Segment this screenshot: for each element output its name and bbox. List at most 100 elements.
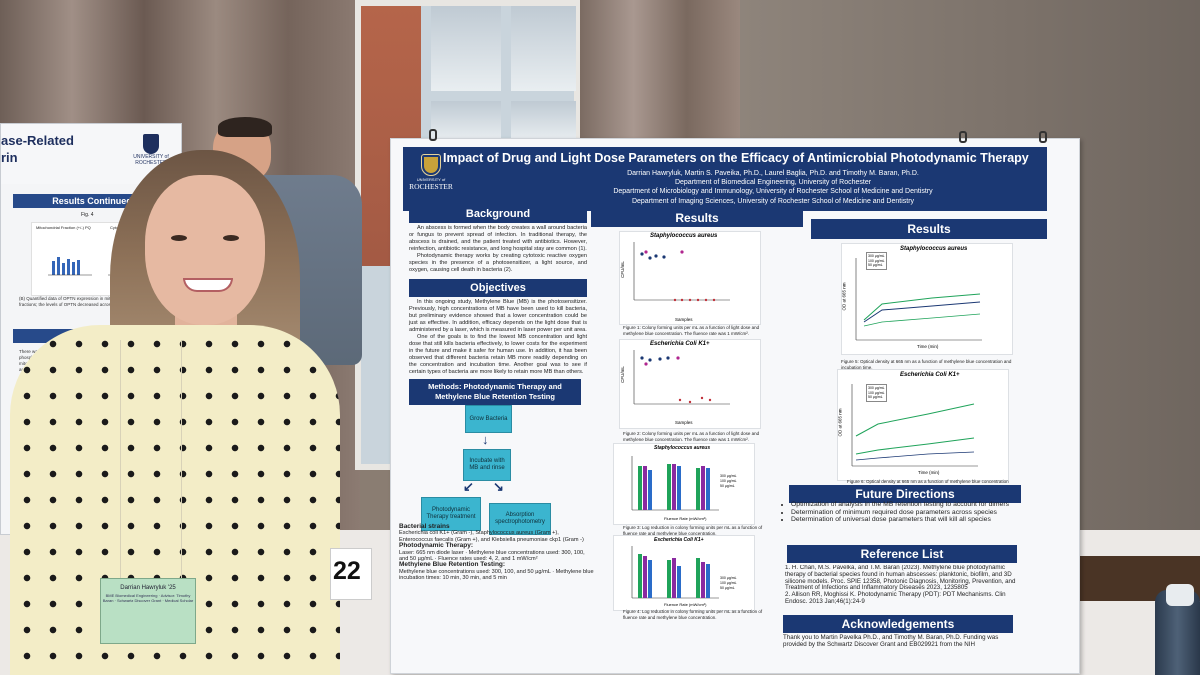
bar [667,560,671,598]
arrow-down-icon: ↓ [482,432,489,447]
figure-caption: Figure 1: Colony forming units per mL as… [623,325,760,336]
poster-affiliation: Department of Microbiology and Immunolog… [613,188,933,196]
section-heading-methods: Methods: Photodynamic Therapy and Methyl… [409,379,581,405]
figure-title: Staphylococcus aureus [900,246,968,252]
badge-name: Darrian Hawryluk '25 [120,585,176,591]
flow-step-incubate: Incubate with MB and rinse [463,449,511,481]
reference-item: 1. H. Chan, M.S. Pavelka, and T.M. Baran… [785,565,1016,592]
figure-1-plot [633,242,730,302]
poster-affiliation: Department of Imaging Sciences, Universi… [631,197,915,205]
name-badge: Darrian Hawryluk '25 BME Biomedical Engi… [100,578,196,644]
legend-item: 300 µg/mL [868,386,885,390]
figure-title: Staphylococcus aureus [650,233,718,239]
bar [701,466,705,510]
left-poster-text: (B) Quantified data of OPTN expression i… [19,296,159,307]
figure-5-legend: 300 µg/mL 100 µg/mL 50 µg/mL [866,252,887,270]
paragraph: Photodynamic therapy works by creating c… [409,253,587,273]
legend-item: 300 µg/mL [720,474,737,478]
paragraph: One of the goals is to find the lowest M… [409,334,587,375]
section-heading-results-2: Results [811,219,1047,239]
axis-label: Fluence Rate (mW/cm²) [664,516,707,521]
flow-step-absorption: Absorption spectrophotometry [489,503,551,535]
figure-title: Mitochondrial Fraction (+/-) PQ [36,225,91,230]
figure-6-legend: 300 µg/mL 100 µg/mL 50 µg/mL [866,384,887,402]
legend-item: 300 µg/mL [868,254,885,258]
list-item: Determination of minimum required dose p… [791,509,1027,517]
window-pane [431,6,501,91]
bar [648,470,652,510]
section-heading-future: Future Directions [789,485,1021,503]
list-item: Determination of universal dose paramete… [791,516,1027,524]
bar [706,468,710,510]
window-pane [511,6,576,91]
figure-6: Escherichia Coli K1+ OD at 665 nm Time (… [837,369,1009,481]
legend-item: 100 µg/mL [868,390,885,395]
legend-item: 100 µg/mL [720,581,737,585]
left-poster-title-line: rin [1,150,18,165]
legend-item: 100 µg/mL [868,258,885,263]
figure-2: Escherichia Coli K1+ CFU/mL Samples [619,339,761,429]
poster-authors-block: Darrian Hawryluk, Martin S. Paveika, Ph.… [523,169,1023,206]
figure-3: Staphylococcus aureus Fluence Rate (mW/c… [613,443,755,525]
legend-item: 50 µg/mL [868,395,883,399]
figure-5: Staphylococcus aureus OD at 665 nm Time … [841,243,1013,355]
figure-caption: Figure 4: Log reduction in colony formin… [623,609,763,620]
strains-heading: Bacterial strains [399,523,450,530]
legend-item: 50 µg/mL [720,484,735,488]
legend-item: 50 µg/mL [720,586,735,590]
arrow-down-left-icon: ↙ [463,479,474,494]
left-poster-title-line: ase-Related [1,133,74,148]
table-number-card: 22 [330,548,372,600]
binder-clip [959,131,967,143]
retention-text: Methylene blue concentrations used: 300,… [399,568,594,582]
section-heading-objectives: Objectives [409,279,587,297]
figure-6-lines [851,384,978,467]
bar [638,466,642,510]
research-poster: UNIVERSITY of ROCHESTER Impact of Drug a… [390,129,1080,674]
window-pane [511,101,576,141]
poster-authors: Darrian Hawryluk, Martin S. Paveika, Ph.… [627,170,919,177]
background-text: An abscess is formed when the body creat… [409,225,587,274]
figure-title: Escherichia Coli K1+ [654,537,704,543]
bar [696,468,700,510]
figure-title: Escherichia Coli K1+ [900,372,960,378]
section-heading-results: Results [591,209,803,227]
table-number: 22 [333,557,361,585]
legend-item: 300 µg/mL [720,576,737,580]
axis-label: Samples [675,420,693,425]
curtain-right [580,0,740,150]
ack-text: Thank you to Martin Pavelka Ph.D., and T… [783,634,999,648]
arrow-down-right-icon: ↘ [493,479,504,494]
figure-2-plot [633,350,730,405]
badge-details: BME Biomedical Engineering · Advisor: Ti… [102,593,194,603]
logo-big-text: ROCHESTER [409,182,453,191]
axis-label: Time (min) [917,344,939,349]
reference-item: 2. Allison RR, Moghissi K. Photodynamic … [785,591,1006,605]
person-background-hair [218,117,272,137]
left-poster-fig-label: Fig. 4 [81,212,94,218]
rochester-logo: UNIVERSITY of ROCHESTER [407,151,455,205]
bar [672,558,676,598]
figure-1: Staphylococcus aureus CFU/mL Samples [619,231,761,325]
poster-affiliation: Department of Biomedical Engineering, Un… [674,179,872,187]
flow-step-grow: Grow Bacteria [465,405,512,433]
legend-item: 50 µg/mL [868,263,883,267]
pdt-text: Laser: 665 nm diode laser · Methylene bl… [399,549,585,563]
section-heading-references: Reference List [787,545,1017,563]
shield-icon [421,154,441,176]
poster-title: Impact of Drug and Light Dose Parameters… [443,151,1029,165]
bar [672,464,676,510]
strains-text: Escherichia coli K1+ (Gram -), Staphyloc… [399,530,584,543]
section-heading-background: Background [409,205,587,223]
binder-clip [1039,131,1047,143]
flow-step-pdt: Photodynamic Therapy treatment [421,497,481,531]
presenter-face [145,175,265,325]
bar [706,564,710,598]
references-text: 1. H. Chan, M.S. Pavelka, and T.M. Baran… [785,565,1017,613]
binder-clip [429,129,437,141]
left-poster-title: ase-Related rin [1,132,74,166]
figure-title: Escherichia Coli K1+ [650,341,710,347]
figure-4-legend: 300 µg/mL 100 µg/mL 50 µg/mL [720,576,737,591]
window-pane [431,101,501,141]
paragraph: An abscess is formed when the body creat… [409,225,587,252]
